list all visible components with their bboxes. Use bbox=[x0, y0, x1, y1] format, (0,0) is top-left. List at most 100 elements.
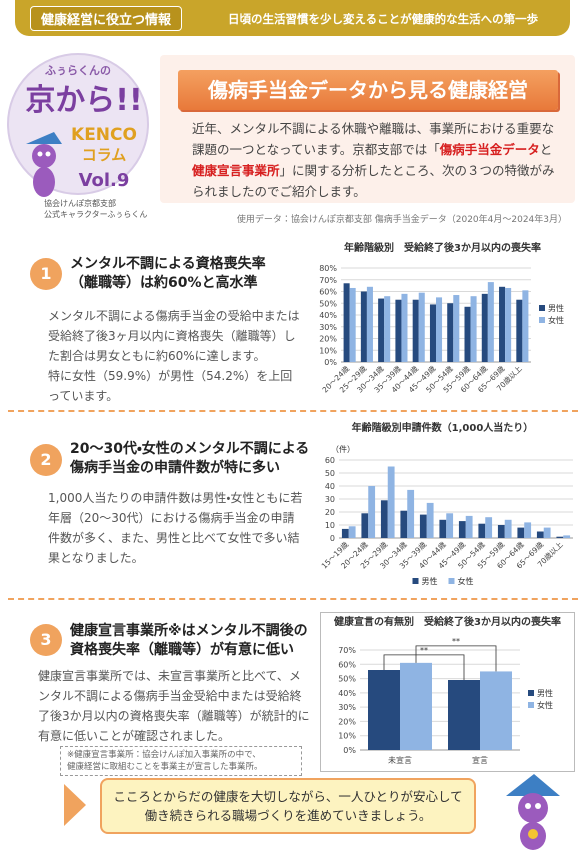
header-tagline: 日頃の生活習慣を少し変えることが健康的な生活への第一歩 bbox=[228, 12, 539, 26]
bar bbox=[380, 500, 388, 538]
heading-line: （離職等）は約60%と高水準 bbox=[70, 275, 258, 291]
bar bbox=[448, 680, 480, 750]
footer-message: こころとからだの健康を大切しながら、一人ひとりが安心して 働き続きられる職場づくり… bbox=[100, 778, 476, 834]
bar bbox=[505, 287, 512, 362]
logo-caption: 公式キャラクターふぅらくん bbox=[44, 209, 147, 219]
bar bbox=[458, 521, 466, 538]
logo: ふぅらくんの 京から!! KENCO コラム Vol.9 協会けんぽ京都支部 公… bbox=[7, 53, 149, 219]
bar bbox=[368, 670, 400, 750]
chart-frame bbox=[320, 612, 575, 772]
section-body: 健康宣言事業所では、未宣言事業所と比べて、メンタル不調による傷病手当金受給中また… bbox=[38, 666, 310, 746]
y-tick-label: 50% bbox=[319, 299, 337, 308]
heading-line: 20～30代・女性のメンタル不調による bbox=[70, 441, 310, 457]
x-tick-label: 宣言 bbox=[472, 755, 488, 765]
bar bbox=[418, 292, 425, 362]
bar bbox=[436, 297, 443, 362]
logo-column: コラム bbox=[82, 146, 127, 164]
chart: 年齢階級別 受給終了後3か月以内の喪失率 0% 10% 20% 30% 40% 50% 60%… bbox=[319, 241, 564, 395]
bar bbox=[400, 510, 408, 538]
y-tick-label: 0% bbox=[324, 358, 337, 367]
logo-caption: 協会けんぽ京都支部 bbox=[44, 198, 116, 208]
bar bbox=[447, 303, 454, 362]
legend-swatch bbox=[528, 690, 534, 696]
y-tick-label: 60 bbox=[325, 456, 335, 465]
bar bbox=[499, 286, 506, 362]
intro-text: 」に関する分析したところ、次の３つの特徴がみられましたのでご紹介します。 bbox=[192, 163, 555, 199]
note: ※健康宣言事業所：協会けんぽ加入事業所の中で、 健康経営に取組むことを事業主が宣言… bbox=[60, 746, 302, 776]
y-tick-label: 30% bbox=[319, 323, 337, 332]
y-tick-label: 80% bbox=[319, 264, 337, 273]
y-tick-label: 10% bbox=[319, 346, 337, 355]
y-tick-label: 10 bbox=[325, 521, 335, 530]
significance-bracket bbox=[383, 654, 465, 680]
legend-swatch bbox=[539, 317, 545, 323]
bar bbox=[426, 502, 434, 538]
bar bbox=[543, 527, 551, 538]
y-tick-label: 70% bbox=[338, 646, 356, 655]
section-number: 3 bbox=[30, 624, 62, 656]
logo-kenco: KENCO bbox=[71, 125, 137, 145]
bar bbox=[446, 513, 454, 538]
bar bbox=[481, 293, 488, 362]
bar bbox=[487, 282, 494, 362]
legend-swatch bbox=[539, 305, 545, 311]
bar bbox=[516, 299, 523, 362]
y-tick-label: 20 bbox=[325, 508, 335, 517]
y-tick-label: 50% bbox=[338, 675, 356, 684]
section-number: 1 bbox=[30, 258, 62, 290]
logo-kicker: ふぅらくんの bbox=[45, 64, 111, 77]
footer-line: 働き続きられる職場づくりを進めていきましょう。 bbox=[144, 808, 432, 823]
y-tick-label: 10% bbox=[338, 732, 356, 741]
bar bbox=[439, 519, 447, 538]
y-tick-label: 40% bbox=[319, 311, 337, 320]
bar bbox=[556, 536, 564, 538]
bar bbox=[395, 299, 402, 362]
mascot bbox=[506, 774, 560, 850]
significance-label: ** bbox=[420, 646, 428, 655]
separator bbox=[8, 410, 578, 412]
y-tick-label: 40% bbox=[338, 689, 356, 698]
bar bbox=[407, 489, 415, 538]
bar bbox=[563, 535, 571, 538]
section-heading: 20～30代・女性のメンタル不調による 傷病手当金の申請件数が特に多い bbox=[70, 440, 309, 478]
bar bbox=[401, 293, 408, 362]
section-body: 1,000人当たりの申請件数は男性・女性ともに若年層（20～30代）における傷病… bbox=[48, 488, 303, 568]
chart-title: 年齢階級別 受給終了後3か月以内の喪失率 bbox=[344, 241, 541, 254]
bar bbox=[517, 527, 525, 538]
intro-text: 近年、メンタル不調による休職や離職は、事業所における重要な課題の一つとなっていま… bbox=[192, 121, 555, 157]
bar bbox=[366, 286, 373, 362]
y-tick-label: 30 bbox=[325, 495, 335, 504]
bar bbox=[400, 662, 432, 750]
body-paragraph: 特に女性（59.9%）が男性（54.2%）を上回っています。 bbox=[48, 369, 293, 403]
bar bbox=[465, 515, 473, 538]
logo-volume: Vol.9 bbox=[79, 170, 130, 191]
separator bbox=[8, 598, 578, 600]
y-tick-label: 70% bbox=[319, 276, 337, 285]
y-tick-label: 20% bbox=[319, 335, 337, 344]
y-tick-label: 30% bbox=[338, 703, 356, 712]
y-tick-label: 50 bbox=[325, 469, 335, 478]
bar bbox=[378, 298, 385, 362]
section-heading: 健康宣言事業所※はメンタル不調後の 資格喪失率（離職等）が有意に低い bbox=[70, 622, 308, 660]
y-tick-label: 60% bbox=[338, 660, 356, 669]
intro-highlight: 健康宣言事業所 bbox=[192, 163, 280, 178]
heading-line: 健康宣言事業所※はメンタル不調後の bbox=[70, 623, 308, 639]
bar bbox=[419, 514, 427, 538]
bar bbox=[485, 517, 493, 538]
y-tick-label: 0% bbox=[343, 746, 356, 755]
bar bbox=[341, 528, 349, 538]
bar bbox=[478, 523, 486, 538]
section-heading: メンタル不調による資格喪失率 （離職等）は約60%と高水準 bbox=[70, 255, 266, 293]
bar bbox=[360, 291, 367, 362]
section-body: メンタル不調による傷病手当金の受給中または受給終了後3ヶ月以内に資格喪失（離職等… bbox=[48, 306, 303, 406]
intro-highlight: 傷病手当金データ bbox=[439, 142, 540, 157]
legend-label: 女性 bbox=[537, 700, 553, 710]
note-line: ※健康宣言事業所：協会けんぽ加入事業所の中で、 bbox=[67, 750, 261, 760]
arrow bbox=[64, 784, 86, 826]
legend-label: 男性 bbox=[422, 576, 438, 586]
bar bbox=[368, 486, 376, 538]
significance-bracket bbox=[415, 645, 497, 672]
y-unit: （件） bbox=[331, 444, 355, 454]
section-number: 2 bbox=[30, 444, 62, 476]
